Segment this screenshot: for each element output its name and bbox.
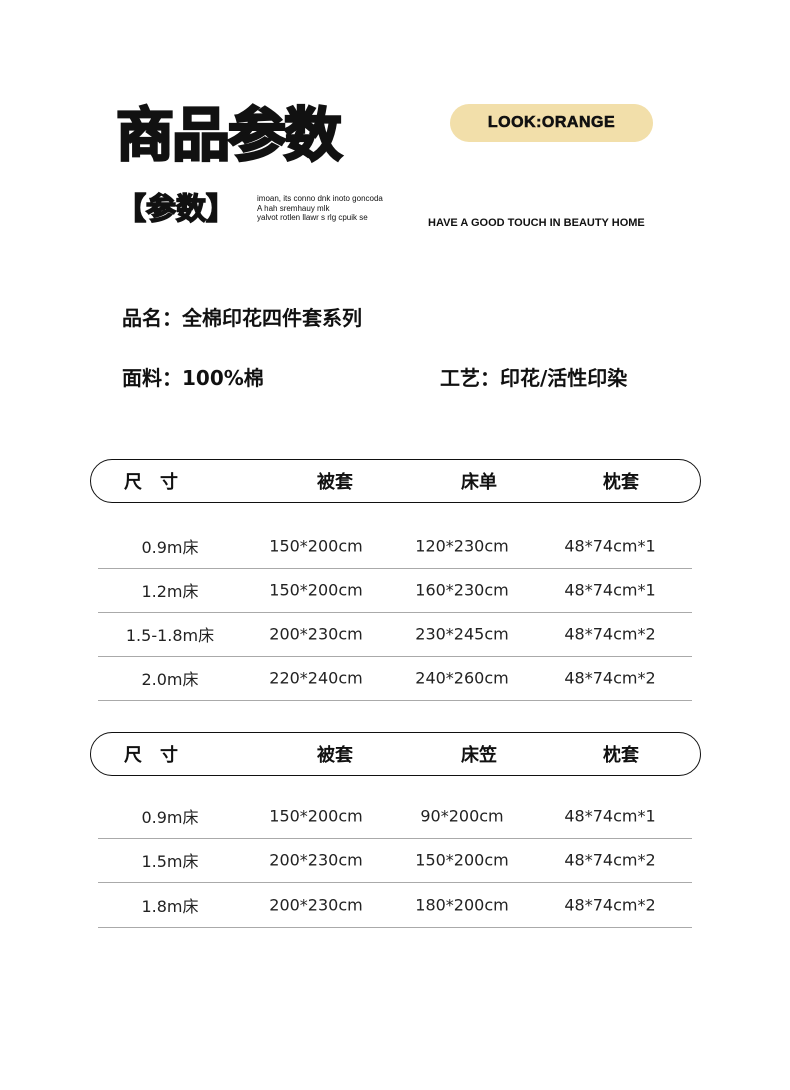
table-row: 1.8m床 200*230cm 180*200cm 48*74cm*2 [98, 883, 692, 928]
table-cell: 48*74cm*1 [564, 536, 656, 556]
small-line: imoan, its conno dnk inoto goncoda [257, 194, 383, 203]
small-line: yalvot rotlen llawr s rlg cpuik se [257, 213, 368, 222]
column-header: 被套 [317, 745, 353, 766]
table-row: 1.5m床 200*230cm 150*200cm 48*74cm*2 [98, 838, 692, 883]
table-cell: 200*230cm [269, 624, 363, 644]
column-header: 床单 [461, 472, 497, 493]
product-name: 品名：全棉印花四件套系列 [122, 306, 362, 330]
table-cell: 1.2m床 [141, 582, 199, 601]
table-row: 1.2m床 150*200cm 160*230cm 48*74cm*1 [98, 568, 692, 613]
look-badge: LOOK:ORANGE [450, 104, 653, 142]
table-cell: 240*260cm [415, 668, 509, 688]
column-header: 尺 寸 [124, 472, 178, 493]
page-title: 商品参数 [115, 100, 344, 171]
section-subtitle: 【参数】 [115, 191, 237, 228]
table-cell: 180*200cm [415, 895, 509, 915]
table-header: 尺 寸 被套 床单 枕套 [90, 459, 701, 503]
table-cell: 150*200cm [415, 850, 509, 870]
table-cell: 120*230cm [415, 536, 509, 556]
table-row: 0.9m床 150*200cm 90*200cm 48*74cm*1 [98, 794, 692, 839]
column-header: 枕套 [603, 472, 639, 493]
table-cell: 150*200cm [269, 536, 363, 556]
table-cell: 220*240cm [269, 668, 363, 688]
table-cell: 48*74cm*1 [564, 806, 656, 826]
table-cell: 90*200cm [420, 806, 504, 826]
table-cell: 150*200cm [269, 580, 363, 600]
table-cell: 48*74cm*2 [564, 624, 656, 644]
table-cell: 1.8m床 [141, 897, 199, 916]
table-row: 1.5-1.8m床 200*230cm 230*245cm 48*74cm*2 [98, 612, 692, 657]
decorative-text: imoan, its conno dnk inoto goncoda A hah… [257, 194, 383, 223]
table-cell: 48*74cm*1 [564, 580, 656, 600]
column-header: 尺 寸 [124, 745, 178, 766]
small-line: A hah sremhauy mlk [257, 203, 330, 213]
table-cell: 230*245cm [415, 624, 509, 644]
table-cell: 0.9m床 [141, 808, 199, 827]
column-header: 床笠 [461, 745, 497, 766]
column-header: 被套 [317, 472, 353, 493]
table-cell: 200*230cm [269, 895, 363, 915]
table-cell: 150*200cm [269, 806, 363, 826]
table-cell: 48*74cm*2 [564, 668, 656, 688]
table-cell: 2.0m床 [141, 670, 199, 689]
table-cell: 1.5m床 [141, 852, 199, 871]
process: 工艺：印花/活性印染 [440, 366, 628, 390]
table-row: 0.9m床 150*200cm 120*230cm 48*74cm*1 [98, 524, 692, 569]
table-cell: 1.5-1.8m床 [125, 626, 215, 645]
table-cell: 48*74cm*2 [564, 850, 656, 870]
table-row: 2.0m床 220*240cm 240*260cm 48*74cm*2 [98, 656, 692, 701]
column-header: 枕套 [603, 745, 639, 766]
slogan: HAVE A GOOD TOUCH IN BEAUTY HOME [428, 217, 645, 229]
table-cell: 0.9m床 [141, 538, 199, 557]
table-cell: 160*230cm [415, 580, 509, 600]
fabric: 面料：100%棉 [122, 366, 264, 390]
table-header: 尺 寸 被套 床笠 枕套 [90, 732, 701, 776]
table-cell: 200*230cm [269, 850, 363, 870]
table-cell: 48*74cm*2 [564, 895, 656, 915]
